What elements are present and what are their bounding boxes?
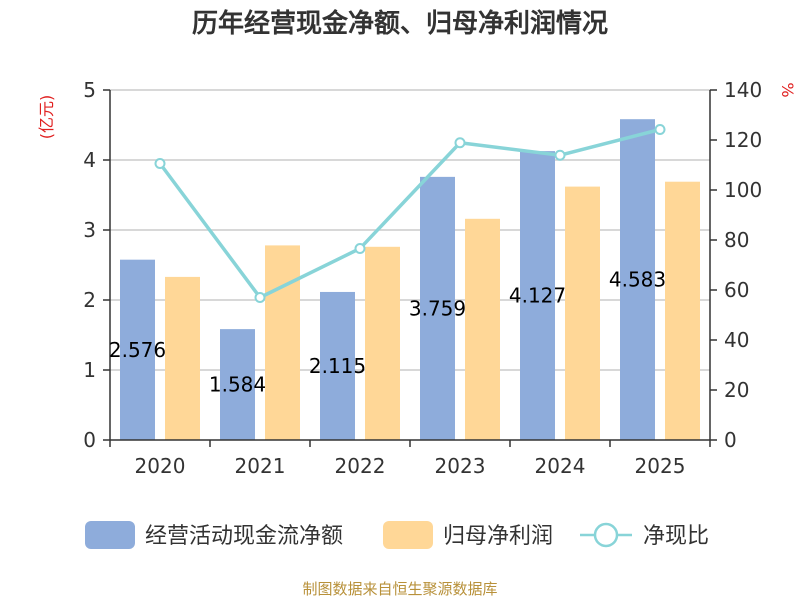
x-tick-label: 2025 <box>635 454 686 478</box>
legend-swatch-net-profit <box>383 521 433 549</box>
y-left-tick-label: 5 <box>83 78 96 102</box>
bar-value-label: 1.584 <box>209 373 266 397</box>
legend-swatch-operating-cashflow <box>85 521 135 549</box>
bar-value-label: 4.127 <box>509 284 566 308</box>
legend-label: 经营活动现金流净额 <box>145 524 343 549</box>
line-point <box>354 243 366 254</box>
x-tick-label: 2024 <box>535 454 586 478</box>
y-left-unit: (亿元) <box>37 95 56 140</box>
bar-value-label: 2.115 <box>309 354 366 378</box>
bar-value-label: 2.576 <box>109 338 166 362</box>
bar-operating-cashflow <box>320 291 355 440</box>
source-note: 制图数据来自恒生聚源数据库 <box>302 580 497 598</box>
y-left-tick-label: 4 <box>83 148 96 172</box>
legend: 经营活动现金流净额 归母净利润 净现比 <box>85 521 709 549</box>
y-left-tick-label: 3 <box>83 218 96 242</box>
y-right-tick-label: 20 <box>724 378 749 402</box>
line-point <box>254 292 266 303</box>
y-right-tick-label: 60 <box>724 278 749 302</box>
y-left-tick-label: 0 <box>83 428 96 452</box>
chart-title: 历年经营现金净额、归母净利润情况 <box>192 8 608 39</box>
data-labels: 2.576 1.584 2.115 3.759 4.127 4.583 <box>109 268 666 397</box>
bar-net-profit <box>565 186 600 440</box>
legend-label: 净现比 <box>643 524 709 549</box>
line-point <box>554 149 566 161</box>
y-right-tick-label: 120 <box>724 128 762 152</box>
y-right-tick-label: 0 <box>724 428 737 452</box>
bar-net-profit <box>165 276 200 440</box>
bar-net-profit <box>365 246 400 440</box>
y-right-tick-label: 40 <box>724 328 749 352</box>
bars <box>120 119 700 441</box>
bar-operating-cashflow <box>620 119 655 440</box>
y-right-tick-label: 140 <box>724 78 762 102</box>
y-right-tick-label: 80 <box>724 228 749 252</box>
legend-label: 归母净利润 <box>443 524 553 549</box>
line-point <box>154 158 166 169</box>
axes: 0 1 2 3 4 5 0 20 40 60 80 100 120 140 2020 2021 2022 2023… <box>83 78 762 478</box>
y-right-unit: % <box>778 82 797 97</box>
bar-value-label: 3.759 <box>409 296 466 320</box>
y-left-tick-label: 1 <box>83 358 96 382</box>
bar-net-profit <box>665 181 700 440</box>
line-point <box>454 137 466 149</box>
y-left-tick-label: 2 <box>83 288 96 312</box>
bar-net-profit <box>265 245 300 440</box>
x-tick-label: 2020 <box>135 454 186 478</box>
bar-net-profit <box>465 218 500 440</box>
x-tick-label: 2023 <box>435 454 486 478</box>
x-tick-label: 2022 <box>335 454 386 478</box>
legend-marker <box>593 522 619 548</box>
line-net-cash-ratio <box>158 127 661 300</box>
y-right-tick-label: 100 <box>724 178 762 202</box>
line-series <box>154 124 666 303</box>
bar-operating-cashflow <box>220 329 255 440</box>
x-tick-label: 2021 <box>235 454 286 478</box>
line-point <box>654 124 666 135</box>
bar-operating-cashflow <box>120 259 155 440</box>
bar-operating-cashflow <box>520 151 555 441</box>
bar-value-label: 4.583 <box>609 268 666 292</box>
bar-operating-cashflow <box>420 176 455 440</box>
